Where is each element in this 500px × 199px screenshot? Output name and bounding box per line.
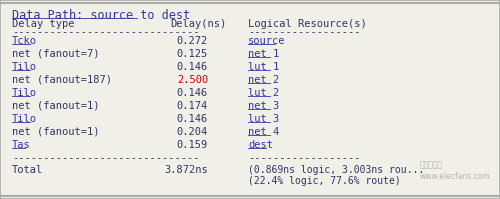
Text: source: source: [248, 36, 286, 46]
Text: 0.146: 0.146: [177, 114, 208, 124]
Text: Tilo: Tilo: [12, 88, 37, 98]
Text: net 4: net 4: [248, 127, 279, 137]
Text: net (fanout=7): net (fanout=7): [12, 49, 100, 59]
Text: net (fanout=187): net (fanout=187): [12, 75, 112, 85]
Text: Tas: Tas: [12, 140, 31, 150]
Text: Tilo: Tilo: [12, 62, 37, 72]
Text: lut 3: lut 3: [248, 114, 279, 124]
Text: 0.146: 0.146: [177, 88, 208, 98]
Text: 0.272: 0.272: [177, 36, 208, 46]
Text: 0.159: 0.159: [177, 140, 208, 150]
Text: (0.869ns logic, 3.003ns rou...: (0.869ns logic, 3.003ns rou...: [248, 165, 424, 175]
Text: net 1: net 1: [248, 49, 279, 59]
Text: (22.4% logic, 77.6% route): (22.4% logic, 77.6% route): [248, 176, 401, 186]
Text: Logical Resource(s): Logical Resource(s): [248, 19, 367, 29]
Text: 0.146: 0.146: [177, 62, 208, 72]
Text: dest: dest: [248, 140, 273, 150]
Text: ------------------------------: ------------------------------: [12, 27, 200, 37]
Text: net (fanout=1): net (fanout=1): [12, 127, 100, 137]
Text: lut 2: lut 2: [248, 88, 279, 98]
Text: Total: Total: [12, 165, 44, 175]
Text: 0.204: 0.204: [177, 127, 208, 137]
Text: lut 1: lut 1: [248, 62, 279, 72]
Text: net 3: net 3: [248, 101, 279, 111]
Text: 电子发烧友
www.elecfans.com: 电子发烧友 www.elecfans.com: [420, 160, 491, 181]
Text: Delay(ns): Delay(ns): [170, 19, 226, 29]
Text: ------------------: ------------------: [248, 27, 360, 37]
Text: Tilo: Tilo: [12, 114, 37, 124]
Text: 0.125: 0.125: [177, 49, 208, 59]
Text: 2.500: 2.500: [177, 75, 208, 85]
Text: Data Path: source to dest: Data Path: source to dest: [12, 9, 190, 22]
Text: net (fanout=1): net (fanout=1): [12, 101, 100, 111]
Text: Tcko: Tcko: [12, 36, 37, 46]
Text: net 2: net 2: [248, 75, 279, 85]
Text: ------------------------------: ------------------------------: [12, 153, 200, 163]
Text: ------------------: ------------------: [248, 153, 360, 163]
Text: 0.174: 0.174: [177, 101, 208, 111]
Text: Delay type: Delay type: [12, 19, 74, 29]
Text: 3.872ns: 3.872ns: [164, 165, 208, 175]
